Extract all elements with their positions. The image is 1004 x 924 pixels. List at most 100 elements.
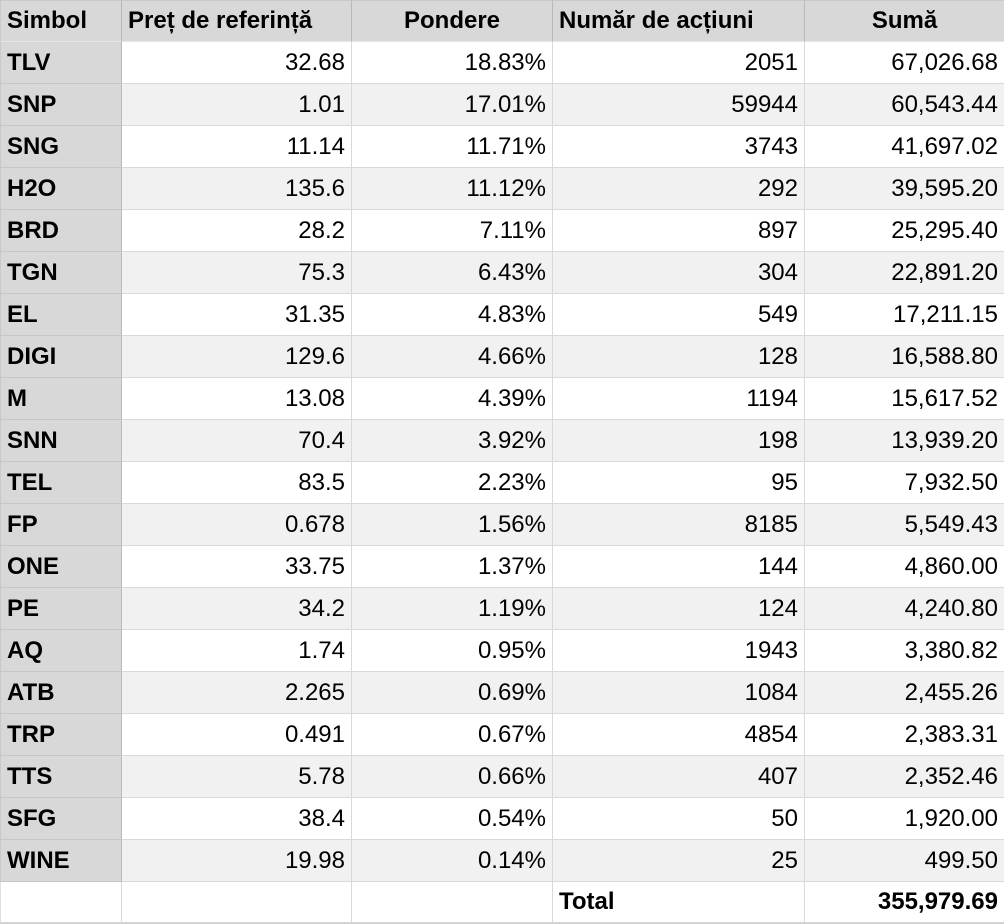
- weight-cell: 18.83%: [352, 42, 553, 84]
- table-row: FP 0.678 1.56% 8185 5,549.43: [0, 504, 1004, 546]
- symbol-cell: SNP: [0, 84, 122, 126]
- symbol-cell: EL: [0, 294, 122, 336]
- header-row: Simbol Preț de referință Pondere Număr de a…: [0, 0, 1004, 42]
- table-row: M 13.08 4.39% 1194 15,617.52: [0, 378, 1004, 420]
- column-header-share-count: Număr de acțiuni: [553, 0, 805, 42]
- reference-price-cell: 19.98: [122, 840, 352, 882]
- column-header-weight: Pondere: [352, 0, 553, 42]
- symbol-cell: BRD: [0, 210, 122, 252]
- amount-cell: 15,617.52: [805, 378, 1004, 420]
- share-count-cell: 2051: [553, 42, 805, 84]
- amount-cell: 39,595.20: [805, 168, 1004, 210]
- table-body: TLV 32.68 18.83% 2051 67,026.68 SNP 1.01 17.01%…: [0, 42, 1004, 924]
- reference-price-cell: 32.68: [122, 42, 352, 84]
- symbol-cell: ONE: [0, 546, 122, 588]
- share-count-cell: 59944: [553, 84, 805, 126]
- symbol-cell: WINE: [0, 840, 122, 882]
- symbol-cell: SNN: [0, 420, 122, 462]
- amount-cell: 25,295.40: [805, 210, 1004, 252]
- amount-cell: 2,383.31: [805, 714, 1004, 756]
- reference-price-cell: 129.6: [122, 336, 352, 378]
- reference-price-cell: 70.4: [122, 420, 352, 462]
- weight-cell: 17.01%: [352, 84, 553, 126]
- table-row: H2O 135.6 11.12% 292 39,595.20: [0, 168, 1004, 210]
- weight-cell: 1.37%: [352, 546, 553, 588]
- weight-cell: 4.83%: [352, 294, 553, 336]
- weight-cell: 0.54%: [352, 798, 553, 840]
- weight-cell: 0.66%: [352, 756, 553, 798]
- share-count-cell: 407: [553, 756, 805, 798]
- amount-cell: 41,697.02: [805, 126, 1004, 168]
- table-row: AQ 1.74 0.95% 1943 3,380.82: [0, 630, 1004, 672]
- symbol-cell: TEL: [0, 462, 122, 504]
- column-header-amount: Sumă: [805, 0, 1004, 42]
- share-count-cell: 144: [553, 546, 805, 588]
- reference-price-cell: 33.75: [122, 546, 352, 588]
- table-row: TEL 83.5 2.23% 95 7,932.50: [0, 462, 1004, 504]
- table-row: TTS 5.78 0.66% 407 2,352.46: [0, 756, 1004, 798]
- table-row: EL 31.35 4.83% 549 17,211.15: [0, 294, 1004, 336]
- reference-price-cell: 2.265: [122, 672, 352, 714]
- weight-cell: 1.19%: [352, 588, 553, 630]
- weight-cell: 1.56%: [352, 504, 553, 546]
- share-count-cell: 198: [553, 420, 805, 462]
- empty-cell: [122, 882, 352, 924]
- weight-cell: 2.23%: [352, 462, 553, 504]
- symbol-cell: TRP: [0, 714, 122, 756]
- share-count-cell: 549: [553, 294, 805, 336]
- total-amount-cell: 355,979.69: [805, 882, 1004, 924]
- amount-cell: 2,455.26: [805, 672, 1004, 714]
- reference-price-cell: 11.14: [122, 126, 352, 168]
- share-count-cell: 292: [553, 168, 805, 210]
- table-row: SNG 11.14 11.71% 3743 41,697.02: [0, 126, 1004, 168]
- table-row: TLV 32.68 18.83% 2051 67,026.68: [0, 42, 1004, 84]
- amount-cell: 499.50: [805, 840, 1004, 882]
- share-count-cell: 128: [553, 336, 805, 378]
- share-count-cell: 3743: [553, 126, 805, 168]
- reference-price-cell: 28.2: [122, 210, 352, 252]
- share-count-cell: 4854: [553, 714, 805, 756]
- share-count-cell: 897: [553, 210, 805, 252]
- amount-cell: 67,026.68: [805, 42, 1004, 84]
- weight-cell: 0.67%: [352, 714, 553, 756]
- amount-cell: 13,939.20: [805, 420, 1004, 462]
- table-row: SNN 70.4 3.92% 198 13,939.20: [0, 420, 1004, 462]
- table-header: Simbol Preț de referință Pondere Număr de a…: [0, 0, 1004, 42]
- symbol-cell: ATB: [0, 672, 122, 714]
- symbol-cell: SFG: [0, 798, 122, 840]
- table-row: TRP 0.491 0.67% 4854 2,383.31: [0, 714, 1004, 756]
- empty-cell: [0, 882, 122, 924]
- weight-cell: 11.12%: [352, 168, 553, 210]
- table-row: TGN 75.3 6.43% 304 22,891.20: [0, 252, 1004, 294]
- reference-price-cell: 0.678: [122, 504, 352, 546]
- reference-price-cell: 0.491: [122, 714, 352, 756]
- weight-cell: 0.69%: [352, 672, 553, 714]
- share-count-cell: 25: [553, 840, 805, 882]
- reference-price-cell: 13.08: [122, 378, 352, 420]
- table-row: WINE 19.98 0.14% 25 499.50: [0, 840, 1004, 882]
- column-header-symbol: Simbol: [0, 0, 122, 42]
- table-row: BRD 28.2 7.11% 897 25,295.40: [0, 210, 1004, 252]
- table-row: SNP 1.01 17.01% 59944 60,543.44: [0, 84, 1004, 126]
- amount-cell: 2,352.46: [805, 756, 1004, 798]
- weight-cell: 0.14%: [352, 840, 553, 882]
- weight-cell: 4.39%: [352, 378, 553, 420]
- table-row: ONE 33.75 1.37% 144 4,860.00: [0, 546, 1004, 588]
- amount-cell: 60,543.44: [805, 84, 1004, 126]
- reference-price-cell: 31.35: [122, 294, 352, 336]
- reference-price-cell: 135.6: [122, 168, 352, 210]
- reference-price-cell: 34.2: [122, 588, 352, 630]
- amount-cell: 4,860.00: [805, 546, 1004, 588]
- empty-cell: [352, 882, 553, 924]
- amount-cell: 7,932.50: [805, 462, 1004, 504]
- share-count-cell: 1084: [553, 672, 805, 714]
- symbol-cell: H2O: [0, 168, 122, 210]
- symbol-cell: FP: [0, 504, 122, 546]
- share-count-cell: 50: [553, 798, 805, 840]
- share-count-cell: 95: [553, 462, 805, 504]
- reference-price-cell: 75.3: [122, 252, 352, 294]
- weight-cell: 0.95%: [352, 630, 553, 672]
- amount-cell: 16,588.80: [805, 336, 1004, 378]
- weight-cell: 3.92%: [352, 420, 553, 462]
